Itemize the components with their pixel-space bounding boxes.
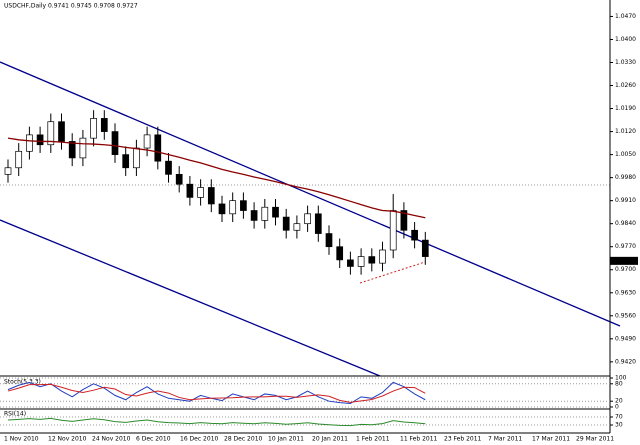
moving-average (7, 137, 426, 219)
y-tick-label: 1.0470 (615, 13, 636, 20)
indicator-line (7, 383, 426, 403)
candle-body (240, 200, 247, 211)
candle-body (26, 134, 33, 152)
y-tick-label: 0.9980 (615, 174, 636, 181)
chart-title: USDCHF,Daily 0.9741 0.9745 0.9708 0.9727 (4, 3, 138, 10)
x-tick-label: 28 Dec 2010 (224, 436, 263, 443)
candle-body (368, 256, 376, 264)
candle-body (175, 173, 183, 185)
indicator-line (7, 417, 426, 427)
x-tick-label: 23 Feb 2011 (444, 436, 482, 443)
candle-body (229, 200, 237, 215)
y-tick-label: 1.0120 (615, 128, 636, 135)
indicator-line (7, 381, 426, 405)
x-tick-label: 20 Jan 2011 (312, 436, 348, 443)
candle-body (111, 131, 119, 155)
candle-body (68, 141, 76, 159)
candle-body (154, 134, 162, 162)
y-tick-label: 1.0190 (615, 105, 636, 112)
y-tick-label: 0 (615, 404, 619, 411)
candle-body (282, 216, 290, 231)
x-tick-label: 10 Jan 2011 (268, 436, 304, 443)
x-tick-label: 1 Feb 2011 (356, 436, 390, 443)
support-line (359, 261, 426, 284)
candle-body (261, 206, 269, 221)
candle-body (325, 233, 333, 248)
y-tick-label: 80 (615, 380, 623, 387)
x-tick-label: 17 Mar 2011 (532, 436, 570, 443)
x-tick-label: 12 Nov 2010 (48, 436, 87, 443)
candle-body (100, 118, 108, 132)
channel-lower (0, 219, 381, 377)
candle-body (122, 154, 130, 169)
y-tick-label: 0.9560 (615, 312, 636, 319)
candle-body (36, 134, 44, 146)
y-tick-label: 0.9770 (615, 243, 636, 250)
y-tick-label: 0.9630 (615, 289, 636, 296)
candle-body (272, 206, 279, 218)
candle-body (90, 118, 97, 139)
x-tick-label: 1 Nov 2010 (4, 436, 39, 443)
candle-body (357, 256, 365, 267)
x-tick-label: 29 Mar 2011 (576, 436, 614, 443)
y-tick-label: 20 (615, 398, 623, 405)
candle-body (4, 167, 12, 175)
y-tick-label: 30 (615, 422, 623, 429)
y-tick-label: 0.9700 (615, 266, 636, 273)
candle-body (47, 121, 55, 146)
candle-body (411, 229, 418, 241)
candle-body (293, 223, 301, 231)
candle-body (314, 213, 322, 234)
y-tick-label: 0.9910 (615, 197, 636, 204)
channel-upper (0, 61, 621, 327)
y-tick-label: 0.9420 (615, 358, 636, 365)
candle-body (197, 187, 204, 198)
candle-body (143, 134, 151, 149)
x-tick-label: 24 Nov 2010 (92, 436, 131, 443)
candle-body (218, 203, 226, 215)
candle-body (400, 210, 408, 231)
stoch-title: Stoch(5,3,3) (4, 379, 41, 386)
candle-body (304, 213, 311, 225)
candle-body (165, 160, 172, 175)
x-tick-label: 7 Mar 2011 (488, 436, 522, 443)
y-tick-label: 100 (615, 375, 627, 382)
last-price-box (610, 256, 638, 265)
candle-body (250, 210, 258, 221)
y-tick-label: 1.0260 (615, 82, 636, 89)
rsi-title: RSI(14) (4, 411, 26, 418)
y-tick-label: 1.0400 (615, 36, 636, 43)
candle-body (347, 259, 354, 267)
candle-body (379, 249, 386, 264)
y-tick-label: 70 (615, 414, 623, 421)
y-tick-label: 1.0050 (615, 151, 636, 158)
y-tick-label: 1.0330 (615, 59, 636, 66)
candle-body (207, 187, 215, 205)
x-tick-label: 11 Feb 2011 (400, 436, 438, 443)
candle-body (421, 239, 429, 257)
candle-body (58, 121, 65, 142)
candle-body (133, 147, 140, 169)
candle-body (79, 137, 87, 159)
candle-body (389, 210, 397, 251)
y-tick-label: 0.9490 (615, 335, 636, 342)
candle-body (15, 150, 23, 169)
y-tick-label: 0.9840 (615, 220, 636, 227)
candle-body (186, 183, 194, 198)
x-tick-label: 6 Dec 2010 (136, 436, 171, 443)
candle-body (336, 246, 344, 261)
last-price-label: 0.9727 (612, 257, 633, 264)
x-tick-label: 16 Dec 2010 (180, 436, 219, 443)
